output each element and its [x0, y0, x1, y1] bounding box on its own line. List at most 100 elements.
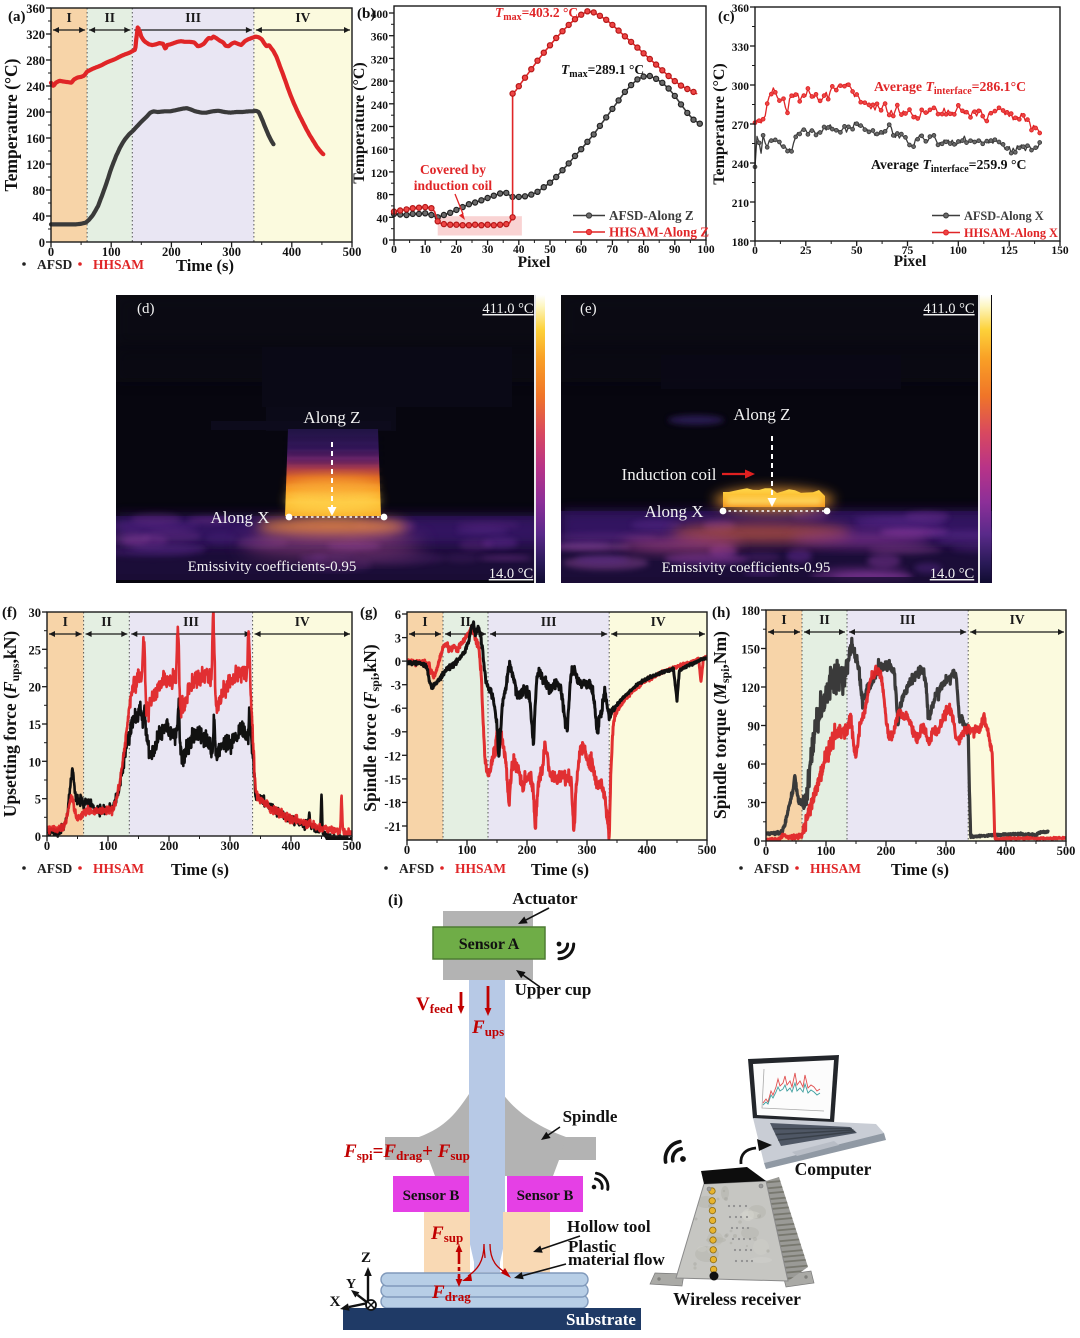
- svg-text:Along Z: Along Z: [733, 405, 790, 424]
- svg-text:200: 200: [160, 839, 179, 853]
- svg-text:0: 0: [44, 839, 50, 853]
- svg-text:Temperature (°C): Temperature (°C): [711, 63, 728, 184]
- svg-text:0: 0: [754, 835, 760, 849]
- svg-text:HHSAM: HHSAM: [93, 861, 144, 876]
- svg-text:IV: IV: [651, 614, 666, 629]
- svg-text:200: 200: [371, 123, 389, 135]
- svg-text:60: 60: [575, 244, 587, 256]
- svg-text:AFSD: AFSD: [399, 861, 435, 876]
- svg-text:AFSD: AFSD: [37, 257, 73, 272]
- svg-text:400: 400: [997, 844, 1016, 858]
- svg-text:0: 0: [382, 236, 388, 248]
- svg-text:Computer: Computer: [795, 1159, 872, 1179]
- svg-text:100: 100: [99, 839, 118, 853]
- svg-text:125: 125: [1001, 245, 1019, 257]
- svg-text:0: 0: [763, 844, 769, 858]
- svg-text:HHSAM: HHSAM: [455, 861, 506, 876]
- svg-text:Along X: Along X: [210, 508, 269, 527]
- svg-text:15: 15: [29, 718, 42, 732]
- svg-text:411.0 °C: 411.0 °C: [482, 301, 533, 317]
- svg-text:Hollow tool: Hollow tool: [567, 1217, 651, 1236]
- svg-text:I: I: [66, 10, 71, 25]
- svg-text:II: II: [101, 614, 112, 629]
- svg-text:240: 240: [732, 159, 750, 171]
- svg-text:Spindle: Spindle: [563, 1107, 618, 1126]
- svg-text:II: II: [104, 10, 115, 25]
- svg-text:0: 0: [391, 244, 397, 256]
- svg-text:Along Z: Along Z: [303, 408, 360, 427]
- svg-text:40: 40: [377, 213, 389, 225]
- svg-text:-3: -3: [391, 679, 401, 693]
- svg-text:II: II: [460, 614, 471, 629]
- svg-text:Emissivity coefficients-0.95: Emissivity coefficients-0.95: [662, 560, 831, 576]
- svg-text:120: 120: [26, 158, 45, 172]
- svg-text:III: III: [541, 614, 557, 629]
- svg-text:III: III: [183, 614, 199, 629]
- svg-text:Pixel: Pixel: [518, 254, 551, 271]
- svg-text:Substrate: Substrate: [566, 1310, 636, 1329]
- svg-text:Temperature (°C): Temperature (°C): [1, 58, 21, 191]
- svg-text:300: 300: [937, 844, 956, 858]
- svg-text:150: 150: [741, 643, 760, 657]
- svg-text:I: I: [422, 614, 427, 629]
- svg-text:80: 80: [377, 191, 389, 203]
- svg-text:360: 360: [371, 32, 389, 44]
- svg-text:III: III: [900, 612, 916, 627]
- svg-text:30: 30: [748, 797, 761, 811]
- svg-text:(c): (c): [718, 9, 735, 25]
- svg-text:180: 180: [732, 237, 750, 249]
- svg-text:20: 20: [29, 681, 42, 695]
- svg-text:(f): (f): [2, 605, 17, 621]
- svg-text:60: 60: [748, 758, 761, 772]
- svg-text:14.0 °C: 14.0 °C: [489, 566, 533, 582]
- svg-text:(a): (a): [8, 9, 26, 25]
- svg-text:Time (s): Time (s): [171, 860, 229, 879]
- svg-text:150: 150: [1051, 245, 1069, 257]
- svg-text:210: 210: [732, 198, 750, 210]
- svg-text:100: 100: [950, 245, 968, 257]
- svg-text:320: 320: [26, 28, 45, 42]
- svg-text:Sensor B: Sensor B: [403, 1188, 460, 1204]
- svg-text:Actuator: Actuator: [512, 889, 578, 908]
- svg-text:Upper cup: Upper cup: [515, 980, 592, 999]
- svg-text:0: 0: [404, 843, 410, 857]
- svg-text:240: 240: [26, 80, 45, 94]
- svg-text:I: I: [781, 612, 786, 627]
- svg-text:-21: -21: [384, 820, 401, 834]
- svg-text:HHSAM: HHSAM: [810, 861, 861, 876]
- svg-text:IV: IV: [1010, 612, 1025, 627]
- svg-text:IV: IV: [295, 614, 310, 629]
- svg-text:360: 360: [26, 2, 45, 16]
- svg-text:300: 300: [578, 843, 597, 857]
- svg-text:100: 100: [458, 843, 477, 857]
- svg-text:25: 25: [800, 245, 812, 257]
- svg-text:(g): (g): [360, 605, 378, 621]
- svg-text:HHSAM-Along X: HHSAM-Along X: [964, 226, 1058, 240]
- svg-text:10: 10: [29, 755, 42, 769]
- svg-text:50: 50: [851, 245, 863, 257]
- svg-text:0: 0: [752, 245, 758, 257]
- svg-text:80: 80: [638, 244, 650, 256]
- svg-text:90: 90: [748, 720, 761, 734]
- svg-text:40: 40: [33, 210, 46, 224]
- svg-text:400: 400: [282, 245, 301, 259]
- svg-text:411.0 °C: 411.0 °C: [923, 301, 974, 317]
- svg-text:320: 320: [371, 54, 389, 66]
- svg-text:160: 160: [26, 132, 45, 146]
- svg-text:induction coil: induction coil: [414, 178, 493, 193]
- svg-text:(h): (h): [712, 605, 730, 621]
- svg-text:270: 270: [732, 120, 750, 132]
- svg-text:(i): (i): [388, 892, 403, 909]
- svg-text:200: 200: [518, 843, 537, 857]
- svg-text:Time (s): Time (s): [531, 860, 589, 879]
- svg-text:20: 20: [451, 244, 463, 256]
- svg-text:180: 180: [741, 604, 760, 618]
- svg-text:Spindle torque (Mspi,Nm): Spindle torque (Mspi,Nm): [710, 631, 732, 819]
- svg-text:Along X: Along X: [644, 502, 703, 521]
- svg-text:Covered by: Covered by: [420, 162, 486, 177]
- svg-text:120: 120: [741, 681, 760, 695]
- svg-text:400: 400: [282, 839, 301, 853]
- svg-text:AFSD-Along X: AFSD-Along X: [964, 209, 1044, 223]
- svg-text:300: 300: [732, 81, 750, 93]
- svg-text:200: 200: [26, 106, 45, 120]
